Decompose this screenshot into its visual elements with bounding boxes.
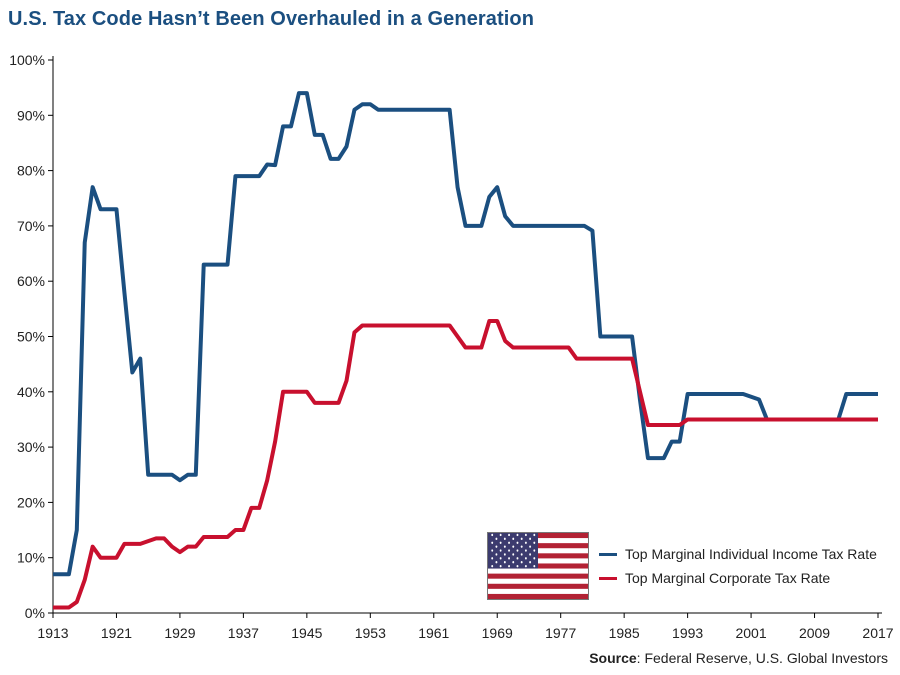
legend-label-corporate: Top Marginal Corporate Tax Rate xyxy=(625,570,831,586)
flag-star xyxy=(495,537,498,541)
flag-star xyxy=(533,549,536,552)
y-tick-label: 10% xyxy=(17,550,45,566)
flag-star xyxy=(512,561,515,564)
flag-star xyxy=(520,553,523,556)
y-tick-label: 80% xyxy=(17,163,45,179)
y-tick-label: 100% xyxy=(9,52,45,68)
y-tick-label: 40% xyxy=(17,384,45,400)
flag-star xyxy=(533,541,536,544)
flag-star xyxy=(516,557,519,560)
flag-star xyxy=(499,549,502,552)
x-tick-label: 1961 xyxy=(418,625,449,641)
flag-star xyxy=(499,541,502,544)
flag-star xyxy=(529,545,532,548)
series-layer xyxy=(53,91,878,610)
flag-star xyxy=(495,545,498,548)
y-tick-label: 90% xyxy=(17,107,45,123)
x-tick-label: 1993 xyxy=(672,625,703,641)
flag-star xyxy=(491,541,494,544)
x-axis: 1913 1921 1929 1937 1945 1953 1961 1969 1977 1985… xyxy=(37,612,894,641)
flag-star xyxy=(512,553,515,556)
flag-star xyxy=(516,541,519,544)
flag-star xyxy=(533,564,536,568)
flag-star xyxy=(503,537,506,541)
source-label: Source xyxy=(589,650,637,666)
flag-star xyxy=(499,557,502,560)
flag-star xyxy=(524,541,527,544)
flag-star xyxy=(491,549,494,552)
legend: Top Marginal Individual Income Tax Rate … xyxy=(487,532,900,602)
flag-star xyxy=(495,553,498,556)
x-tick-label: 1937 xyxy=(228,625,259,641)
flag-star xyxy=(529,537,532,541)
flag-star xyxy=(503,561,506,564)
legend-item-corporate: Top Marginal Corporate Tax Rate xyxy=(599,570,830,586)
flag-star xyxy=(495,561,498,564)
flag-star xyxy=(503,553,506,556)
flag-star xyxy=(520,537,523,541)
flag-star xyxy=(508,541,510,544)
flag-star xyxy=(533,533,536,537)
x-tick-label: 2001 xyxy=(735,625,766,641)
flag-star xyxy=(524,533,527,537)
individual-tax-rate-line xyxy=(53,91,878,577)
flag-star xyxy=(516,533,519,537)
flag-star xyxy=(520,561,523,564)
flag-star xyxy=(516,549,519,552)
x-tick-label: 1929 xyxy=(164,625,195,641)
flag-star xyxy=(508,557,510,560)
flag-star xyxy=(524,557,527,560)
flag-star xyxy=(533,557,536,560)
flag-star xyxy=(516,564,519,568)
flag-star xyxy=(491,564,494,568)
x-tick-label: 1985 xyxy=(609,625,640,641)
flag-star xyxy=(499,564,502,568)
x-tick-label: 1913 xyxy=(37,625,68,641)
flag-star xyxy=(512,537,515,541)
flag-star xyxy=(508,533,510,537)
x-tick-label: 1977 xyxy=(545,625,576,641)
flag-star xyxy=(520,545,523,548)
x-tick-label: 1969 xyxy=(482,625,513,641)
x-tick-label: 1953 xyxy=(355,625,386,641)
y-axis: 0% 10% 20% 30% 40% 50% 60% 70% 80% 90% 100% xyxy=(9,52,54,621)
flag-star xyxy=(524,549,527,552)
x-tick-label: 2017 xyxy=(862,625,893,641)
source-text: : Federal Reserve, U.S. Global Investors xyxy=(636,650,888,666)
flag-star xyxy=(524,564,527,568)
legend-item-individual: Top Marginal Individual Income Tax Rate xyxy=(599,546,877,562)
flag-star xyxy=(529,561,532,564)
y-tick-label: 0% xyxy=(25,605,45,621)
y-tick-label: 70% xyxy=(17,218,45,234)
x-tick-label: 2009 xyxy=(799,625,830,641)
chart-title: U.S. Tax Code Hasn’t Been Overhauled in … xyxy=(8,8,535,30)
y-tick-label: 50% xyxy=(17,329,45,345)
flag-star xyxy=(512,545,515,548)
source-note: Source: Federal Reserve, U.S. Global Inv… xyxy=(589,650,888,666)
y-tick-label: 30% xyxy=(17,439,45,455)
us-flag-icon xyxy=(487,532,589,600)
flag-star xyxy=(508,564,510,568)
flag-star xyxy=(491,533,494,537)
legend-label-individual: Top Marginal Individual Income Tax Rate xyxy=(625,546,877,562)
x-tick-label: 1921 xyxy=(101,625,132,641)
flag-star xyxy=(499,533,502,537)
flag-star xyxy=(503,545,506,548)
flag-star xyxy=(508,549,510,552)
y-tick-label: 20% xyxy=(17,494,45,510)
legend-swatch-corporate xyxy=(599,576,617,580)
x-tick-label: 1945 xyxy=(291,625,322,641)
flag-star xyxy=(529,553,532,556)
flag-star xyxy=(491,557,494,560)
corporate-tax-rate-line xyxy=(53,319,878,610)
y-tick-label: 60% xyxy=(17,273,45,289)
legend-swatch-individual xyxy=(599,552,617,556)
